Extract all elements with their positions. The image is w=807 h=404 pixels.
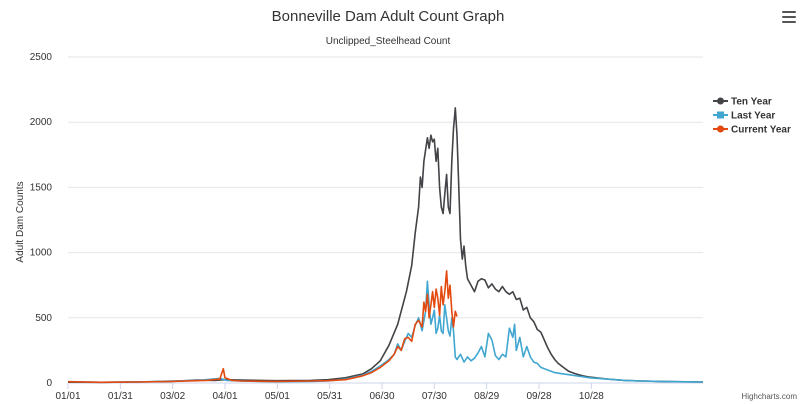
x-axis-labels: 01/01 01/31 03/02 04/01 05/01 05/31 06/30 07/30… [55,391,604,402]
y-axis-title: Adult Dam Counts [15,181,26,262]
legend-square-marker [717,111,724,119]
credits-link[interactable]: Highcharts.com [741,392,797,401]
y-tick-label: 1000 [30,248,53,259]
legend-label: Last Year [731,111,775,122]
x-tick-label: 01/31 [108,391,133,402]
legend-item-last-year[interactable]: Last Year [713,111,775,122]
legend-label: Ten Year [731,97,772,108]
menu-bar [782,21,796,23]
series-line-ten-year[interactable] [67,107,704,384]
y-tick-label: 500 [35,313,52,324]
x-tick-label: 04/01 [212,391,237,402]
x-tick-label: 03/02 [160,391,185,402]
menu-bar [782,11,796,13]
x-tick-label: 10/28 [579,391,604,402]
legend-circle-marker [717,125,724,133]
grid-lines [67,56,703,389]
y-tick-label: 0 [46,378,52,389]
series-line-last-year[interactable] [67,280,704,384]
x-tick-label: 01/01 [55,391,80,402]
x-tick-label: 05/31 [317,391,342,402]
x-tick-label: 06/30 [369,391,394,402]
y-tick-label: 1500 [30,182,53,193]
legend-circle-marker [717,97,724,105]
x-tick-label: 07/30 [422,391,447,402]
x-tick-label: 05/01 [265,391,290,402]
y-axis-labels: 0 500 1000 1500 2000 2500 [30,52,53,389]
legend-item-current-year[interactable]: Current Year [713,125,791,136]
series-line-current-year[interactable] [67,270,458,384]
legend: Ten Year Last Year Current Year [713,97,791,136]
legend-label: Current Year [731,125,791,136]
hamburger-menu-icon[interactable] [782,11,796,25]
menu-bar [782,16,796,18]
chart-subtitle: Unclipped_Steelhead Count [326,36,451,47]
y-tick-label: 2500 [30,52,53,63]
x-tick-label: 08/29 [474,391,499,402]
legend-item-ten-year[interactable]: Ten Year [713,97,772,108]
y-tick-label: 2000 [30,117,53,128]
x-tick-label: 09/28 [527,391,552,402]
chart-title: Bonneville Dam Adult Count Graph [272,8,505,25]
series-group [67,107,704,384]
